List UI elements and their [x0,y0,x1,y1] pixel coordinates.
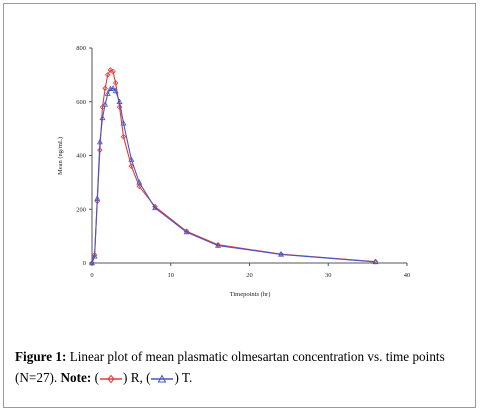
data-point [215,242,221,248]
data-point [110,85,117,91]
data-point [215,241,221,248]
data-point [102,101,109,107]
data-point [128,163,135,170]
legend-r-symbol [100,374,122,384]
data-point [152,204,158,211]
data-point [89,259,95,266]
series-r [89,67,379,266]
data-point [183,228,190,235]
data-point [104,72,111,78]
data-point [372,258,379,265]
data-point [120,133,127,140]
data-point [110,68,116,75]
data-point [278,251,284,257]
x-tick-label: 10 [168,272,175,279]
data-point [128,156,135,162]
data-point [89,260,95,266]
x-axis-label: Timepoints (hr) [230,291,271,298]
data-point [99,114,106,121]
data-point [104,90,111,96]
y-ticks: 0 200 400 600 800 [76,45,92,267]
legend-r-open: ( [91,370,99,385]
x-tick-label: 40 [404,272,411,279]
caption-text: Linear plot of mean plasmatic olmesartan… [15,349,445,385]
figure-frame [3,3,476,408]
y-tick-label: 200 [76,206,86,213]
data-point [116,98,123,104]
data-point [96,138,103,145]
data-point [116,104,123,110]
data-point [112,80,119,86]
data-point [107,67,114,73]
note-label: Note: [60,370,92,385]
y-tick-label: 400 [76,153,86,160]
series-line-r [91,69,376,264]
series-group [89,67,379,266]
data-point [102,85,108,92]
x-ticks: 0 10 20 30 40 [90,263,410,279]
y-tick-label: 600 [76,99,86,106]
x-tick-label: 20 [246,272,253,279]
data-point [94,195,101,201]
legend-t-open: ( [142,370,151,385]
data-point [91,253,98,259]
series-t [89,85,379,266]
y-tick-label: 800 [76,45,86,52]
legend-t-symbol [151,374,174,383]
y-axis-label: Mean (ng/mL) [57,137,64,175]
data-point [120,120,127,126]
legend-r-close: ) R, [123,370,143,385]
x-tick-label: 0 [90,272,93,279]
figure-label: Figure 1: [15,349,67,364]
series-line-t [91,87,376,264]
figure-caption: Figure 1: Linear plot of mean plasmatic … [15,346,467,388]
legend-t-close: ) T. [174,370,193,385]
data-point [112,87,119,94]
y-tick-label: 0 [83,260,86,267]
data-point [136,179,143,185]
x-tick-label: 30 [325,272,332,279]
